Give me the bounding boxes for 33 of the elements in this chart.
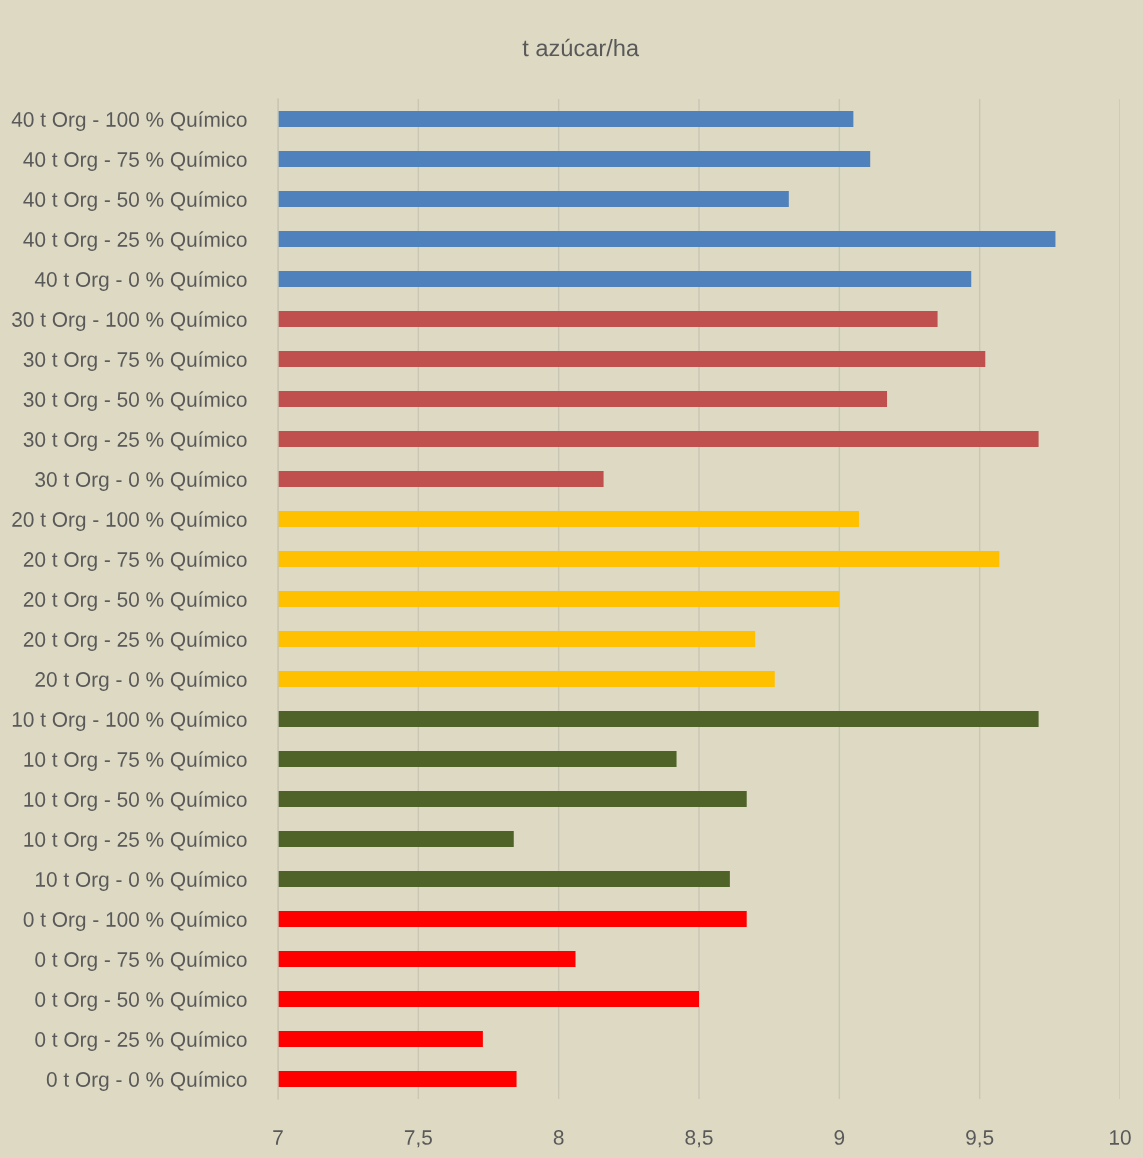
y-tick-label: 0 t Org - 50 % Químico	[35, 991, 247, 1011]
y-tick-label: 40 t Org - 100 % Químico	[11, 111, 247, 131]
y-tick-label: 30 t Org - 50 % Químico	[23, 391, 247, 411]
y-tick-label: 10 t Org - 25 % Químico	[24, 831, 247, 851]
y-tick-label: 30 t Org - 75 % Químico	[23, 351, 247, 371]
chart-title: t azúcar/ha	[522, 38, 640, 57]
x-tick-label: 9	[834, 1130, 845, 1145]
x-tick-label: 8	[553, 1130, 564, 1145]
y-tick-label: 0 t Org - 0 % Químico	[46, 1071, 247, 1091]
y-tick-label: 20 t Org - 100 % Químico	[12, 511, 247, 531]
y-tick-label: 40 t Org - 50 % Químico	[23, 191, 247, 211]
x-tick-label: 8,5	[685, 1130, 713, 1148]
y-tick-label: 0 t Org - 75 % Químico	[35, 951, 247, 971]
x-tick-label: 7,5	[404, 1130, 432, 1148]
y-tick-label: 40 t Org - 0 % Químico	[34, 271, 247, 291]
y-tick-label: 10 t Org - 50 % Químico	[24, 791, 247, 811]
x-tick-label: 10	[1110, 1130, 1131, 1145]
y-tick-label: 10 t Org - 100 % Químico	[12, 711, 247, 731]
y-tick-label: 10 t Org - 0 % Químico	[36, 871, 247, 891]
y-tick-label: 10 t Org - 75 % Químico	[24, 751, 247, 771]
y-tick-label: 0 t Org - 100 % Químico	[23, 911, 247, 931]
y-tick-label: 30 t Org - 100 % Químico	[12, 311, 247, 331]
y-tick-label: 20 t Org - 25 % Químico	[23, 631, 247, 651]
y-tick-label: 20 t Org - 75 % Químico	[23, 551, 247, 571]
x-tick-label: 9,5	[966, 1130, 994, 1148]
y-tick-label: 40 t Org - 25 % Químico	[23, 231, 247, 251]
y-tick-label: 20 t Org - 0 % Químico	[35, 671, 247, 691]
y-tick-label: 30 t Org - 0 % Químico	[35, 471, 247, 491]
x-tick-label: 7	[273, 1130, 283, 1145]
y-tick-label: 40 t Org - 75 % Químico	[23, 151, 247, 171]
y-tick-label: 0 t Org - 25 % Químico	[35, 1031, 247, 1051]
y-tick-label: 20 t Org - 50 % Químico	[23, 591, 247, 611]
y-tick-label: 30 t Org - 25 % Químico	[23, 431, 247, 451]
